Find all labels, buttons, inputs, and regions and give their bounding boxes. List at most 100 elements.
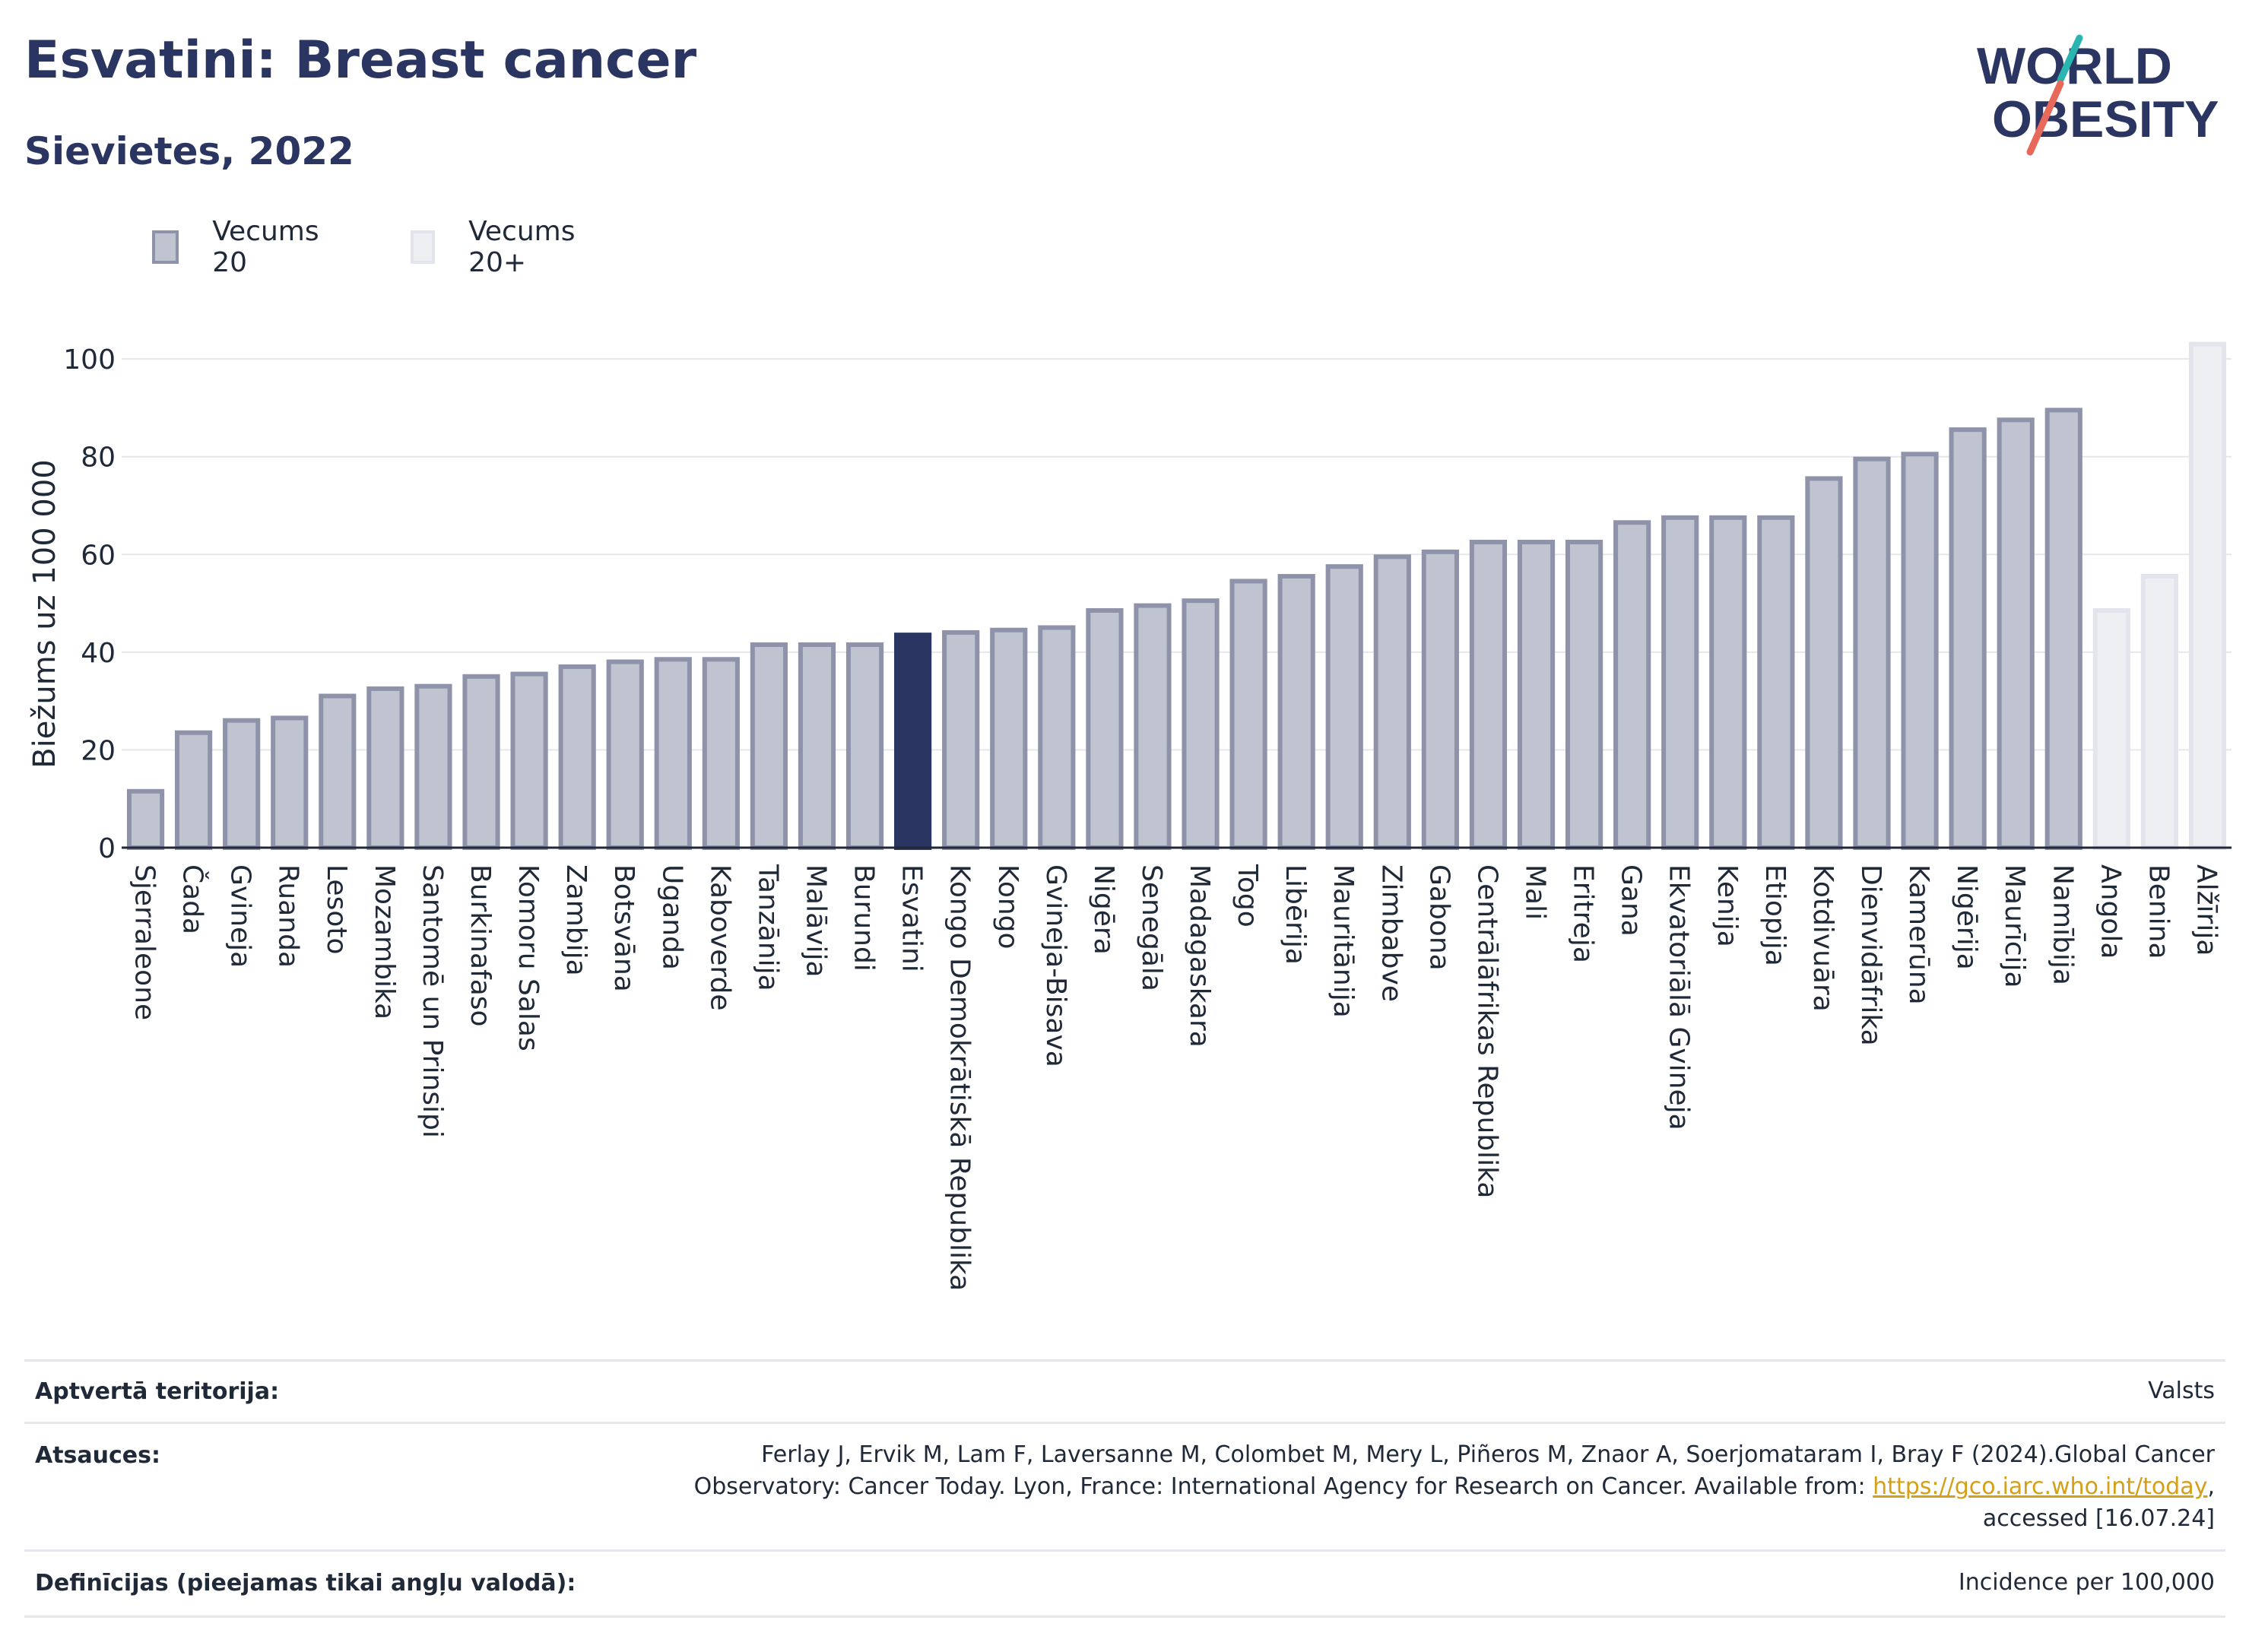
x-tick-label: Benina <box>2143 864 2174 959</box>
x-tick-label: Gabona <box>1423 864 1454 971</box>
bar <box>1949 427 1987 850</box>
legend-item-age-20[interactable]: Vecums 20 <box>152 216 325 278</box>
bar <box>894 633 932 850</box>
x-tick-label: Zimbabve <box>1375 864 1407 1002</box>
references-line-3: accessed [16.07.24] <box>1982 1505 2215 1532</box>
x-tick-label: Angola <box>2095 864 2126 959</box>
references-line-2: Observatory: Cancer Today. Lyon, France:… <box>694 1471 2215 1503</box>
x-tick-label: Kongo <box>992 864 1023 950</box>
x-tick-label: Ekvatoriālā Gvineja <box>1664 864 1695 1130</box>
y-tick-label: 60 <box>81 540 116 571</box>
bar <box>750 642 788 850</box>
bar <box>366 686 404 850</box>
x-tick-label: Maurīcija <box>1999 864 2030 988</box>
bar <box>2140 574 2178 850</box>
definitions-label: Definīcijas (pieejamas tikai angļu valod… <box>35 1570 576 1597</box>
y-tick-label: 100 <box>63 344 116 376</box>
bar <box>558 664 596 850</box>
bar <box>1277 574 1315 850</box>
logo-line2: OBESITY <box>1992 90 2219 148</box>
x-tick-label: Mali <box>1520 864 1551 920</box>
world-obesity-logo: WORLD OBESITY <box>1977 34 2219 156</box>
y-tick-label: 40 <box>81 638 116 669</box>
bar <box>223 718 261 851</box>
x-tick-label: Kaboverde <box>704 864 735 1011</box>
territory-value: Valsts <box>2148 1378 2215 1404</box>
bar <box>1661 515 1699 850</box>
x-tick-label: Kamerūna <box>1903 864 1934 1005</box>
legend-label-age-20: Vecums 20 <box>212 216 319 278</box>
x-tick-label: Namībija <box>2047 864 2078 985</box>
x-tick-label: Čada <box>177 864 209 934</box>
x-tick-label: Nigērija <box>1951 864 1982 970</box>
x-tick-label: Lesoto <box>321 864 352 955</box>
logo-slash-teal <box>2057 34 2083 84</box>
x-tick-label: Burkinafaso <box>465 864 496 1027</box>
y-tick-label: 80 <box>81 442 116 474</box>
x-tick-label: Uganda <box>656 864 687 970</box>
x-tick-label: Kongo Demokrātiskā Republika <box>944 864 975 1291</box>
references-link[interactable]: https://gco.iarc.who.int/today <box>1873 1473 2208 1500</box>
x-tick-label: Senegāla <box>1136 864 1167 991</box>
bar <box>990 627 1028 850</box>
legend-swatch-age-20-plus <box>411 230 436 264</box>
y-tick-label: 0 <box>98 833 116 864</box>
references-line-2-comma: , <box>2207 1473 2215 1500</box>
bar <box>1901 452 1939 851</box>
bar <box>2188 341 2227 850</box>
y-tick-label: 20 <box>81 735 116 766</box>
bar <box>942 629 980 850</box>
x-tick-label: Esvatini <box>896 864 928 972</box>
bar <box>2092 608 2130 850</box>
definitions-value: Incidence per 100,000 <box>1958 1569 2215 1596</box>
x-tick-label: Gvineja <box>225 864 256 968</box>
x-tick-label: Kenija <box>1711 864 1743 947</box>
x-tick-label: Ruanda <box>273 864 304 968</box>
legend-item-age-20-plus[interactable]: Vecums 20+ <box>411 216 584 278</box>
bar <box>654 657 692 850</box>
bar <box>702 657 740 850</box>
bar <box>462 674 500 850</box>
x-tick-label: Centrālāfrikas Republika <box>1471 864 1502 1198</box>
bar <box>1757 515 1795 850</box>
x-tick-label: Santomē un Prinsipi <box>417 864 448 1138</box>
x-tick-label: Mozambika <box>369 864 400 1019</box>
bar <box>1182 598 1220 850</box>
footer-row-references: Atsauces: Ferlay J, Ervik M, Lam F, Lave… <box>24 1422 2225 1552</box>
x-tick-label: Kotdivuāra <box>1807 864 1838 1012</box>
bar <box>606 659 644 850</box>
x-tick-label: Togo <box>1232 864 1263 927</box>
x-tick-label: Gana <box>1616 864 1647 937</box>
x-tick-label: Gvineja-Bisava <box>1040 864 1071 1067</box>
page-subtitle: Sievietes, 2022 <box>24 129 354 173</box>
bar <box>1469 540 1508 850</box>
x-tick-label: Eritreja <box>1568 864 1599 963</box>
x-tick-label: Burundi <box>849 864 880 972</box>
x-tick-label: Mauritānija <box>1328 864 1359 1018</box>
bar <box>1373 554 1411 850</box>
bar <box>510 671 548 851</box>
bar <box>175 730 213 851</box>
y-axis-label: Biežums uz 100 000 <box>27 459 62 769</box>
bar <box>1997 417 2035 851</box>
bar <box>798 642 836 850</box>
bar <box>271 715 309 851</box>
bar <box>1853 456 1891 850</box>
territory-label: Aptvertā teritorija: <box>35 1378 280 1405</box>
bar <box>1517 540 1556 850</box>
x-tick-label: Madagaskara <box>1184 864 1215 1048</box>
x-tick-label: Nigēra <box>1088 864 1119 955</box>
x-tick-label: Zambija <box>560 864 592 976</box>
bar <box>1038 625 1076 850</box>
footer-row-territory: Aptvertā teritorija: Valsts <box>24 1359 2225 1424</box>
x-tick-label: Libērija <box>1280 864 1311 965</box>
bar <box>845 642 884 850</box>
bar <box>1709 515 1747 850</box>
x-tick-label: Komoru Salas <box>512 864 544 1051</box>
legend-swatch-age-20 <box>152 230 179 264</box>
references-label: Atsauces: <box>35 1442 160 1469</box>
x-tick-label: Dienvidāfrika <box>1855 864 1886 1046</box>
bar <box>1086 608 1124 850</box>
logo-slash-coral <box>2026 80 2064 156</box>
bar <box>1421 549 1459 850</box>
